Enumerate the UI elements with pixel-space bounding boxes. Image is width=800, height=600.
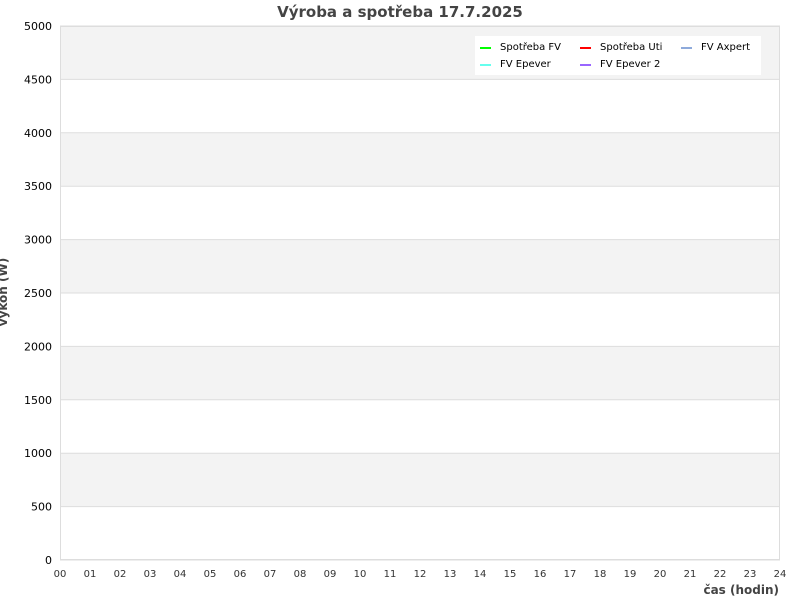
y-tick-label: 1000 [24, 447, 52, 460]
legend: Spotřeba FV Spotřeba Uti FV Axpert FV Epeve… [475, 36, 761, 75]
x-tick-label: 23 [744, 569, 757, 580]
y-tick-label: 0 [45, 554, 52, 567]
x-tick-label: 24 [774, 569, 787, 580]
y-tick-label: 1500 [24, 394, 52, 407]
x-tick-label: 21 [684, 569, 697, 580]
x-tick-label: 13 [444, 569, 457, 580]
y-tick-label: 4500 [24, 73, 52, 86]
legend-label: FV Epever 2 [600, 59, 661, 70]
chart-title: Výroba a spotřeba 17.7.2025 [277, 3, 523, 21]
plot-border [60, 26, 780, 560]
x-tick-label: 20 [654, 569, 667, 580]
x-tick-label: 17 [564, 569, 577, 580]
legend-item: FV Axpert [681, 42, 750, 53]
legend-swatch [580, 63, 591, 66]
legend-swatch [480, 63, 491, 66]
grid-band [60, 239, 780, 293]
x-tick-label: 06 [234, 569, 247, 580]
x-tick-label: 18 [594, 569, 607, 580]
x-tick-label: 09 [324, 569, 337, 580]
y-tick-label: 3500 [24, 180, 52, 193]
legend-item: FV Epever 2 [580, 59, 660, 70]
x-tick-label: 22 [714, 569, 727, 580]
legend-item: FV Epever [480, 59, 551, 70]
x-tick-label: 10 [354, 569, 367, 580]
x-tick-label: 01 [84, 569, 97, 580]
legend-label: Spotřeba Uti [600, 42, 663, 53]
x-tick-label: 03 [144, 569, 157, 580]
y-tick-label: 5000 [24, 20, 52, 33]
x-tick-label: 15 [504, 569, 517, 580]
legend-swatch [580, 46, 591, 49]
x-tick-label: 11 [384, 569, 397, 580]
x-tick-label: 02 [114, 569, 127, 580]
legend-swatch [480, 46, 491, 49]
legend-label: FV Epever [500, 59, 551, 70]
x-axis-label: čas (hodin) [703, 583, 779, 597]
x-tick-label: 08 [294, 569, 307, 580]
y-tick-label: 500 [31, 501, 52, 514]
x-tick-label: 07 [264, 569, 277, 580]
legend-item: Spotřeba Uti [580, 42, 662, 53]
x-tick-label: 05 [204, 569, 217, 580]
legend-swatch [681, 46, 692, 49]
x-tick-label: 04 [174, 569, 187, 580]
y-tick-label: 4000 [24, 127, 52, 140]
legend-label: Spotřeba FV [500, 42, 562, 53]
x-tick-label: 14 [474, 569, 487, 580]
x-tick-label: 00 [54, 569, 67, 580]
y-tick-label: 2000 [24, 340, 52, 353]
x-tick-label: 19 [624, 569, 637, 580]
grid-band [60, 346, 780, 400]
grid-band [60, 453, 780, 507]
legend-item: Spotřeba FV [480, 42, 561, 53]
grid-band [60, 132, 780, 187]
legend-label: FV Axpert [701, 42, 751, 53]
x-tick-label: 12 [414, 569, 427, 580]
y-axis-label: výkon (W) [0, 257, 10, 327]
y-tick-label: 2500 [24, 287, 52, 300]
x-tick-label: 16 [534, 569, 547, 580]
y-tick-label: 3000 [24, 234, 52, 247]
